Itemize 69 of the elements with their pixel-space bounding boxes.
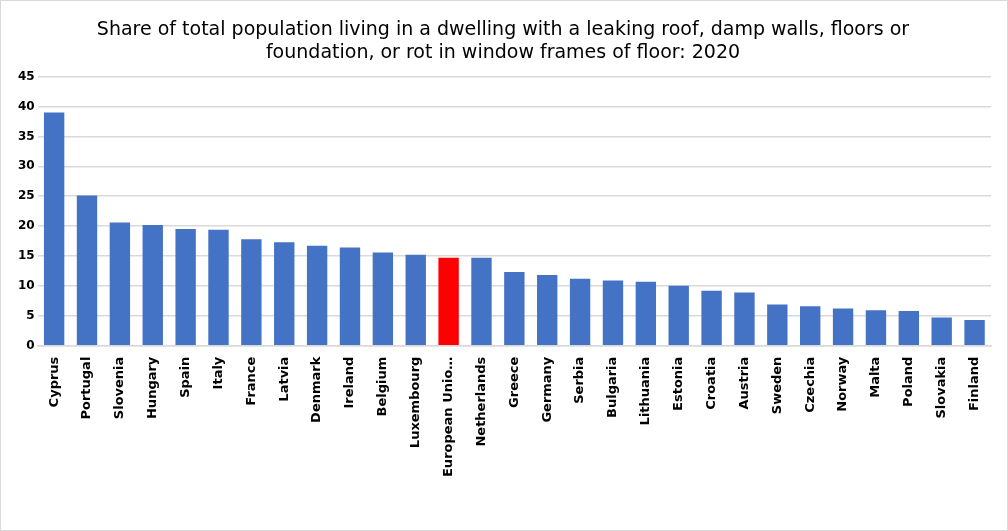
x-tick-label: Finland — [965, 356, 981, 412]
y-tick-label: 35 — [18, 128, 35, 143]
y-tick-label: 45 — [18, 68, 35, 83]
bar — [898, 310, 920, 345]
x-tick-label: Cyprus — [45, 356, 61, 408]
x-tick-label: Ireland — [341, 356, 357, 409]
bar — [142, 224, 163, 345]
y-tick-label: 30 — [18, 158, 35, 173]
x-tick-label: Spain — [177, 356, 192, 398]
x-tick-label: Poland — [900, 356, 916, 407]
x-tick-label: Malta — [867, 356, 883, 398]
x-tick-label: Netherlands — [472, 356, 488, 447]
bar — [471, 257, 492, 345]
bar — [767, 304, 788, 345]
bar — [800, 306, 821, 345]
bar — [109, 222, 131, 345]
x-tick-label: Italy — [209, 356, 225, 390]
bar — [372, 252, 394, 345]
bar — [734, 292, 755, 345]
x-tick-label: Greece — [505, 356, 521, 408]
bar — [602, 280, 624, 345]
y-tick-label: 10 — [18, 277, 35, 292]
bar — [76, 195, 98, 345]
bar — [504, 272, 525, 345]
bar — [569, 278, 591, 345]
bar — [668, 285, 689, 345]
x-tick-label: Norway — [834, 356, 850, 412]
bar — [438, 257, 459, 345]
x-tick-label: Austria — [735, 356, 751, 410]
x-tick-label: Portugal — [78, 356, 94, 420]
x-tick-label: European Unio… — [439, 356, 455, 478]
bar — [306, 245, 328, 345]
bar — [339, 247, 361, 345]
y-tick-label: 25 — [18, 188, 35, 203]
bar — [635, 281, 657, 345]
bar — [175, 229, 196, 345]
bar — [208, 229, 229, 345]
y-tick-label: 5 — [26, 307, 35, 322]
x-tick-label: Croatia — [702, 356, 718, 410]
x-tick-label: Denmark — [308, 356, 324, 423]
x-tick-label: Hungary — [144, 356, 160, 420]
y-tick-label: 20 — [18, 218, 35, 233]
bar — [405, 254, 426, 345]
bar — [832, 308, 854, 345]
y-tick-label: 0 — [26, 337, 35, 352]
x-tick-label: Bulgaria — [604, 356, 620, 418]
y-tick-label: 15 — [18, 248, 35, 263]
x-tick-label: Slovenia — [111, 356, 127, 420]
x-tick-label: Belgium — [374, 356, 390, 417]
bar — [701, 290, 722, 345]
y-tick-label: 40 — [18, 98, 35, 113]
bar — [537, 275, 558, 345]
bar — [43, 112, 65, 345]
bar — [865, 310, 887, 345]
chart-title: Share of total population living in a dwelling with a leaking roof, damp walls, floors or foundation, or rot in window frames of floor: 2020 — [96, 17, 910, 63]
x-tick-label: Slovakia — [933, 356, 949, 419]
bar — [964, 319, 985, 345]
bar — [241, 239, 262, 345]
x-tick-label: Estonia — [670, 356, 686, 411]
x-tick-label: Luxembourg — [407, 356, 423, 449]
x-tick-label: Lithuania — [637, 356, 653, 426]
x-tick-label: Czechia — [801, 356, 817, 413]
x-tick-label: Latvia — [275, 356, 291, 402]
x-tick-label: Serbia — [571, 356, 587, 404]
x-tick-label: Germany — [538, 356, 554, 423]
x-tick-label: Sweden — [768, 356, 784, 415]
bar — [931, 317, 952, 345]
bar — [274, 242, 295, 345]
x-tick-label: France — [242, 356, 258, 406]
